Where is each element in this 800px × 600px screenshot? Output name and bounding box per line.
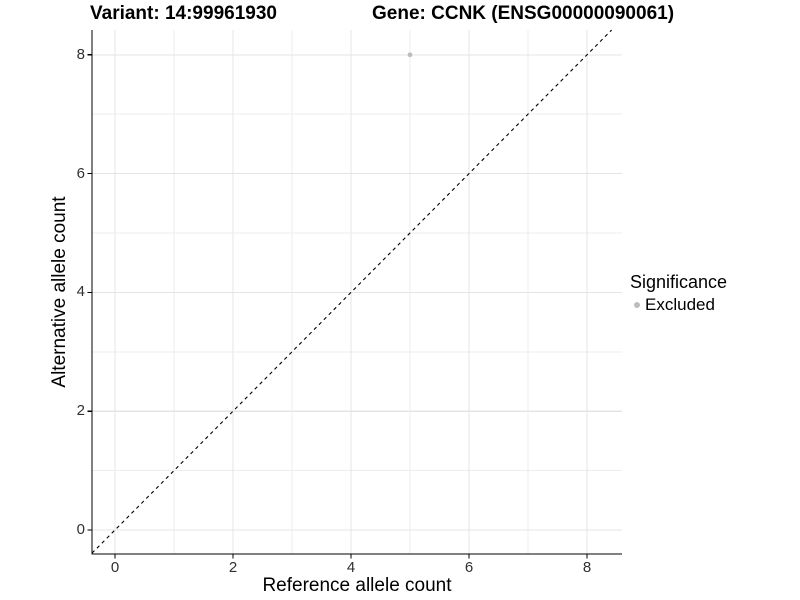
y-axis-title: Alternative allele count <box>49 196 70 388</box>
y-tick-label: 6 <box>76 164 85 182</box>
identity-dashed-line <box>91 29 613 554</box>
y-tick-label: 8 <box>76 45 85 63</box>
x-tick-label: 2 <box>228 559 238 576</box>
legend: Significance Excluded <box>630 271 727 315</box>
legend-item-label: Excluded <box>645 295 715 314</box>
x-tick-label: 6 <box>464 559 474 576</box>
y-tick-label: 4 <box>76 283 85 301</box>
x-tick-label: 8 <box>582 559 592 576</box>
excluded-point-icon <box>634 302 640 308</box>
y-tick-label: 2 <box>76 402 85 420</box>
legend-title: Significance <box>630 272 728 292</box>
data-point-excluded <box>407 52 413 58</box>
x-tick-label: 0 <box>110 559 120 576</box>
plot-title-variant: Variant: 14:99961930 <box>90 3 277 24</box>
x-axis-title: Reference allele count <box>262 575 452 596</box>
plot-title-gene: Gene: CCNK (ENSG00000090061) <box>372 3 675 24</box>
y-tick-label: 0 <box>76 521 85 538</box>
x-tick-label: 4 <box>346 559 356 576</box>
legend-item-excluded: Excluded <box>630 295 727 315</box>
